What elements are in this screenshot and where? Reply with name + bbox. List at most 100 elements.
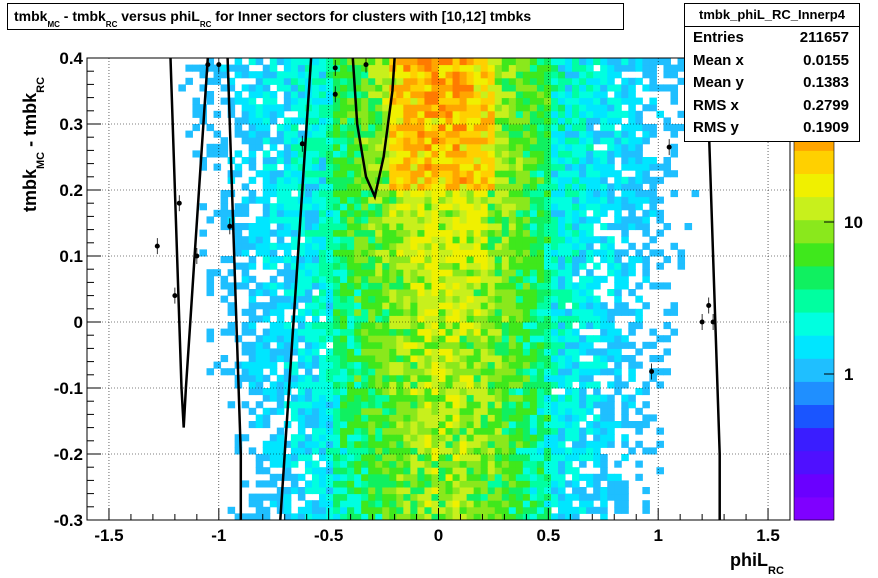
heatmap-cell	[375, 289, 383, 297]
heatmap-cell	[297, 104, 306, 112]
heatmap-cell	[522, 500, 531, 508]
y-tick-label: -0.1	[54, 379, 83, 398]
color-scale-swatch	[794, 196, 834, 221]
heatmap-cell	[635, 308, 643, 316]
heatmap-cell	[417, 414, 425, 422]
heatmap-cell	[480, 381, 489, 389]
heatmap-cell	[354, 157, 362, 165]
heatmap-cell	[361, 196, 369, 204]
heatmap-cell	[297, 506, 306, 514]
heatmap-cell	[600, 249, 608, 257]
heatmap-cell	[248, 124, 257, 132]
heatmap-cell	[487, 269, 496, 277]
heatmap-cell	[269, 308, 278, 316]
heatmap-cell	[607, 157, 615, 165]
heatmap-cell	[607, 421, 615, 429]
heatmap-cell	[304, 282, 313, 290]
heatmap-cell	[508, 355, 517, 363]
heatmap-cell	[529, 421, 538, 429]
heatmap-cell	[361, 506, 369, 514]
heatmap-cell	[663, 308, 671, 316]
heatmap-cell	[318, 427, 327, 435]
heatmap-cell	[304, 190, 313, 198]
heatmap-cell	[375, 137, 383, 145]
heatmap-cell	[628, 157, 636, 165]
heatmap-cell	[494, 302, 503, 310]
heatmap-cell	[403, 170, 411, 178]
heatmap-cell	[459, 421, 468, 429]
heatmap-cell	[234, 203, 243, 211]
heatmap-cell	[579, 183, 587, 191]
heatmap-cell	[424, 143, 432, 151]
heatmap-cell	[424, 84, 432, 92]
heatmap-cell	[473, 315, 482, 323]
heatmap-cell	[199, 71, 208, 79]
heatmap-cell	[241, 104, 250, 112]
heatmap-cell	[543, 77, 552, 85]
heatmap-cell	[396, 368, 404, 376]
heatmap-cell	[452, 282, 461, 290]
heatmap-cell	[501, 308, 510, 316]
heatmap-cell	[529, 143, 538, 151]
heatmap-cell	[424, 341, 432, 349]
heatmap-cell	[501, 506, 510, 514]
heatmap-cell	[487, 104, 496, 112]
heatmap-cell	[635, 223, 643, 231]
heatmap-cell	[326, 414, 334, 422]
heatmap-cell	[375, 447, 383, 455]
heatmap-cell	[354, 348, 362, 356]
heatmap-cell	[522, 117, 531, 125]
chart-title: tmbkMC - tmbkRC versus phiLRC for Inner …	[7, 3, 624, 30]
heatmap-cell	[515, 421, 524, 429]
heatmap-cell	[262, 374, 271, 382]
heatmap-cell	[333, 137, 341, 145]
heatmap-cell	[276, 269, 285, 277]
heatmap-cell	[586, 190, 594, 198]
heatmap-cell	[635, 421, 643, 429]
heatmap-cell	[494, 355, 503, 363]
heatmap-cell	[635, 176, 643, 184]
heatmap-cell	[290, 91, 299, 99]
heatmap-cell	[431, 203, 439, 211]
heatmap-cell	[347, 203, 355, 211]
heatmap-cell	[572, 440, 580, 448]
heatmap-cell	[375, 124, 383, 132]
heatmap-cell	[607, 394, 615, 402]
heatmap-cell	[522, 209, 531, 217]
heatmap-cell	[382, 493, 390, 501]
heatmap-cell	[382, 361, 390, 369]
heatmap-cell	[382, 282, 390, 290]
heatmap-cell	[403, 473, 411, 481]
heatmap-cell	[326, 348, 334, 356]
heatmap-cell	[494, 64, 503, 72]
heatmap-cell	[389, 282, 397, 290]
heatmap-cell	[438, 236, 447, 244]
heatmap-cell	[522, 374, 531, 382]
heatmap-cell	[480, 137, 489, 145]
heatmap-cell	[487, 315, 496, 323]
heatmap-cell	[550, 381, 559, 389]
heatmap-cell	[333, 282, 341, 290]
heatmap-cell	[445, 242, 454, 250]
heatmap-cell	[572, 315, 580, 323]
heatmap-cell	[515, 170, 524, 178]
heatmap-cell	[600, 58, 608, 66]
heatmap-cell	[431, 216, 439, 224]
heatmap-cell	[354, 355, 362, 363]
heatmap-cell	[368, 216, 376, 224]
heatmap-cell	[396, 209, 404, 217]
heatmap-cell	[642, 196, 650, 204]
heatmap-cell	[438, 229, 447, 237]
heatmap-cell	[333, 223, 341, 231]
heatmap-cell	[375, 493, 383, 501]
heatmap-cell	[586, 229, 594, 237]
heatmap-cell	[572, 209, 580, 217]
heatmap-cell	[642, 130, 650, 138]
heatmap-cell	[347, 236, 355, 244]
heatmap-cell	[565, 190, 573, 198]
heatmap-cell	[642, 447, 650, 455]
heatmap-cell	[565, 64, 573, 72]
heatmap-cell	[417, 348, 425, 356]
heatmap-cell	[347, 315, 355, 323]
heatmap-cell	[290, 223, 299, 231]
